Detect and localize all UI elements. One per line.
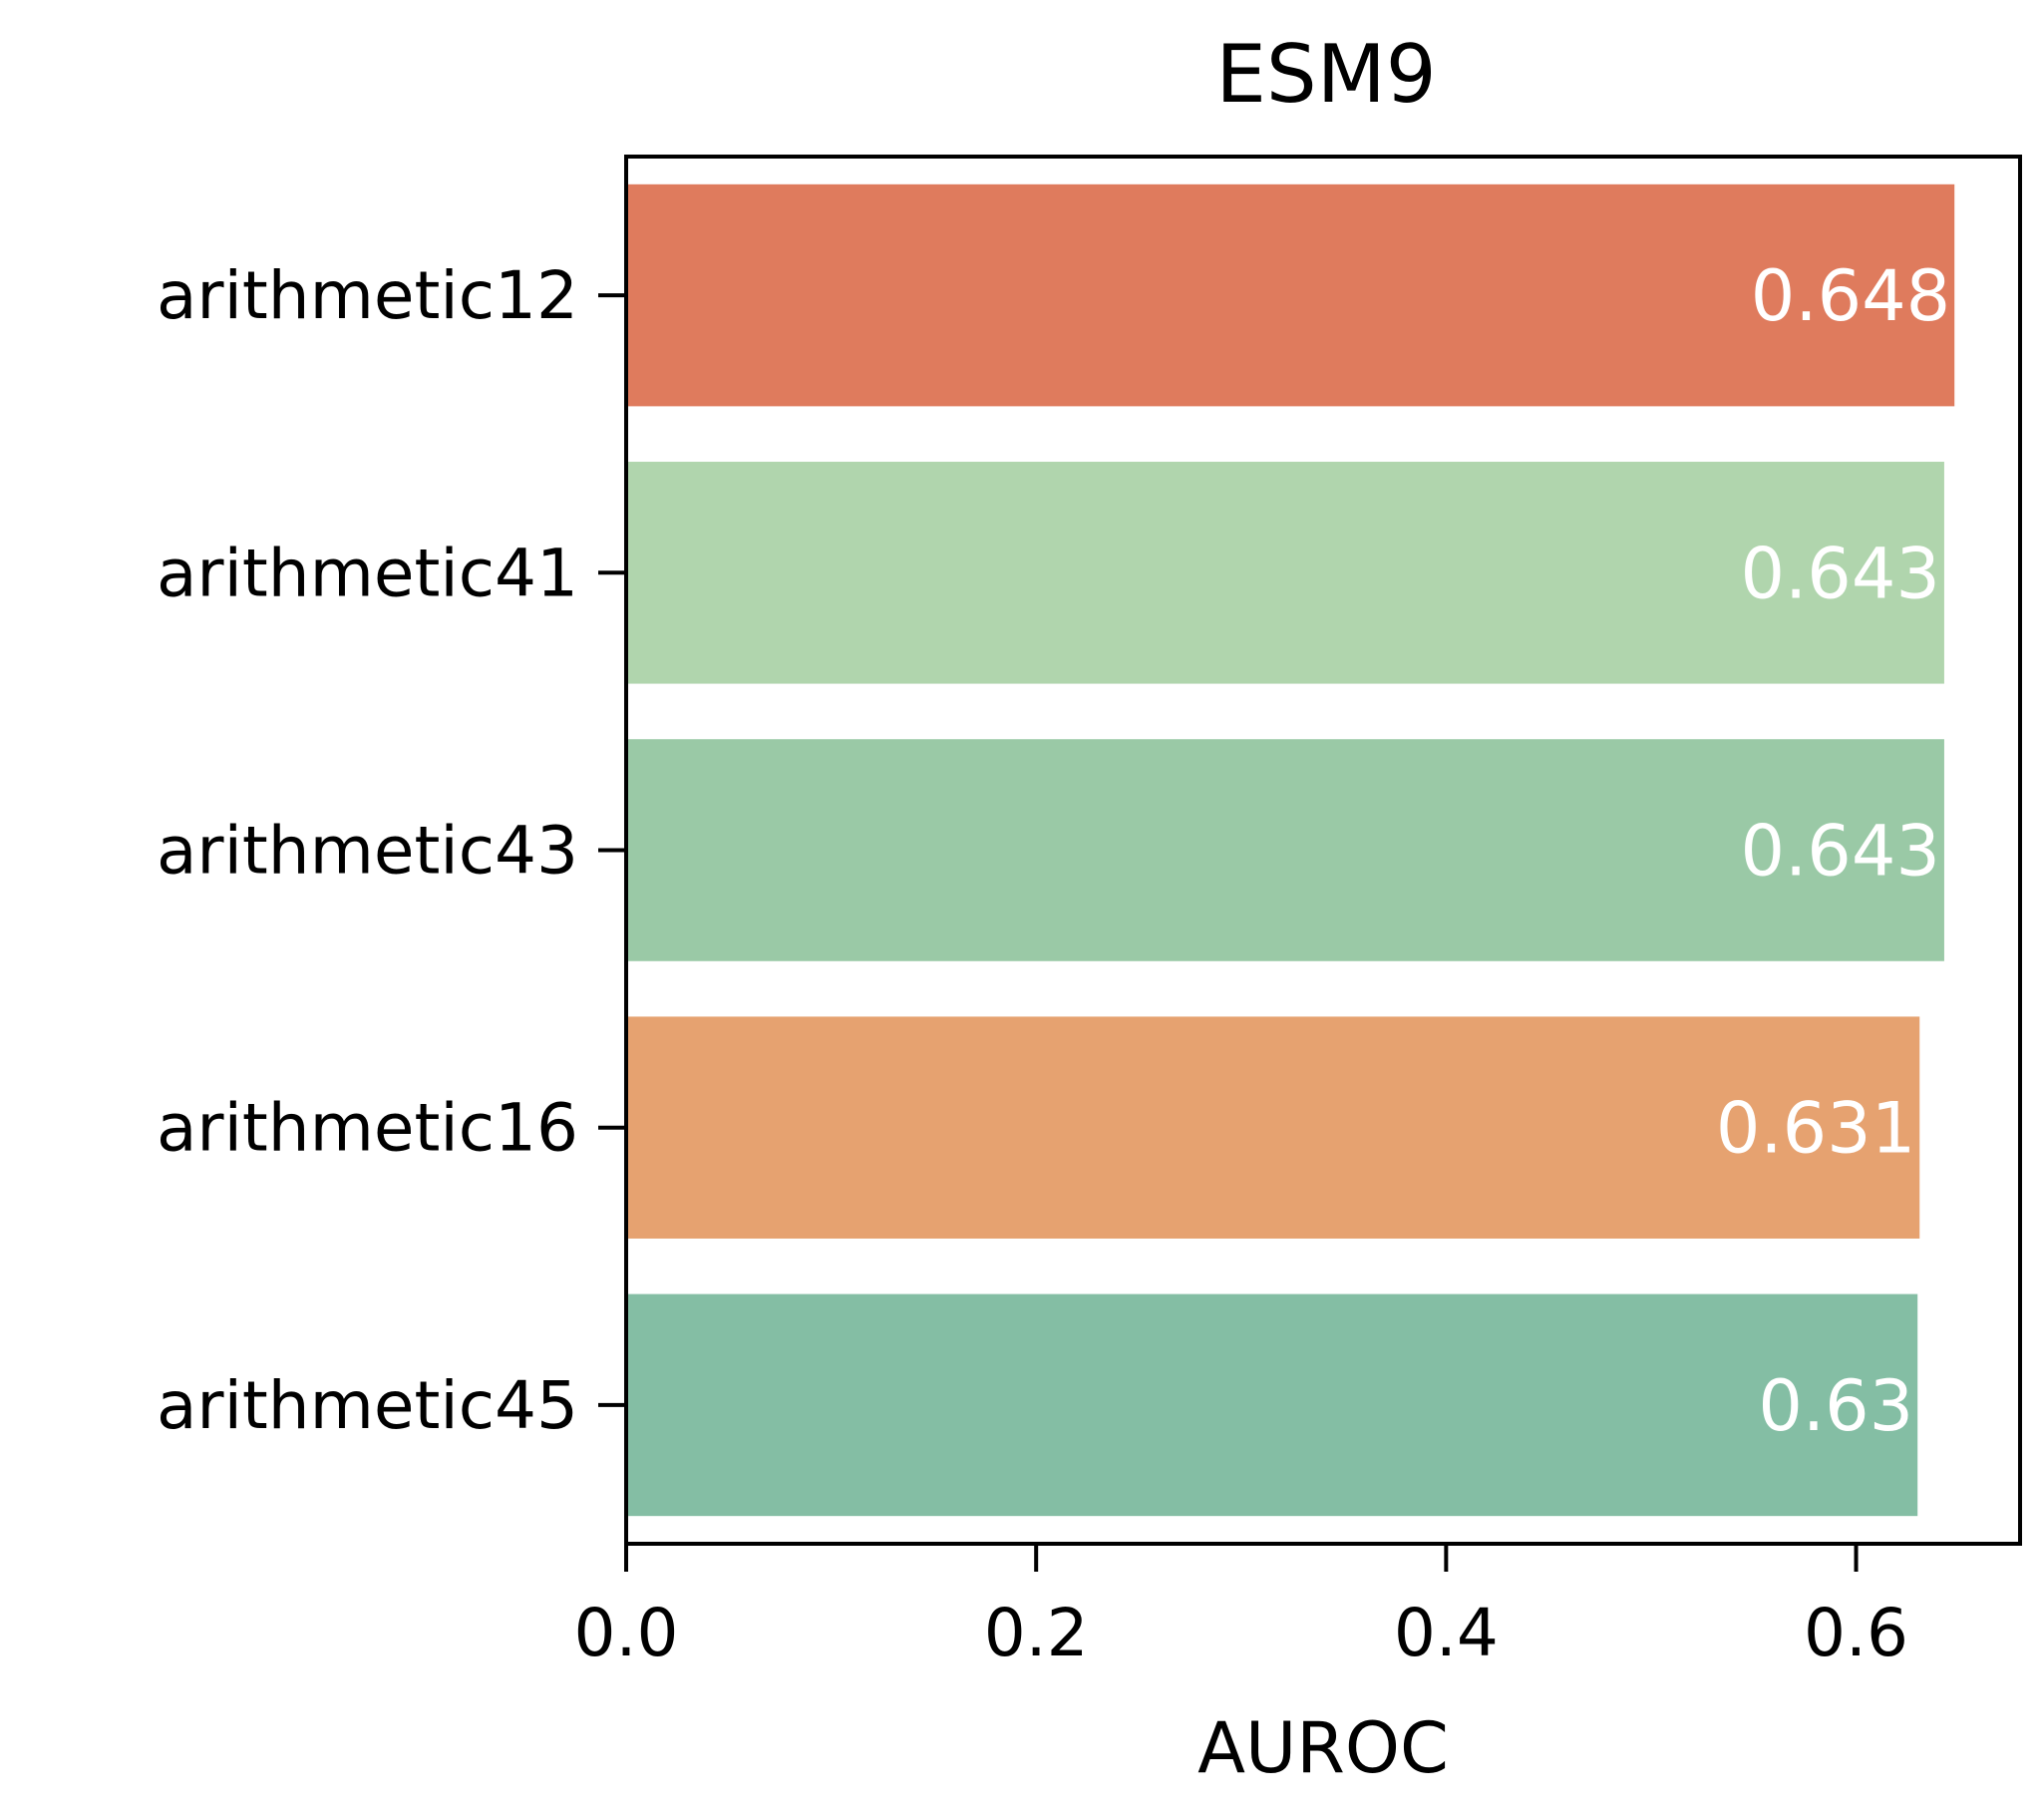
x-tick-label-0.6: 0.6 xyxy=(1804,1595,1908,1671)
y-tick-label-arithmetic43: arithmetic43 xyxy=(157,813,578,890)
y-tick-label-arithmetic12: arithmetic12 xyxy=(157,257,578,334)
plot-frame xyxy=(624,155,2022,1546)
value-label-arithmetic41: 0.643 xyxy=(1741,533,1940,614)
value-label-arithmetic45: 0.63 xyxy=(1758,1365,1913,1447)
value-labels-layer: 0.648 0.643 0.643 0.631 0.63 xyxy=(1716,255,1950,1447)
x-axis-title: AUROC xyxy=(1197,1707,1449,1789)
y-tick-label-arithmetic41: arithmetic41 xyxy=(157,535,578,611)
bars-layer xyxy=(626,183,1955,1517)
x-tick-label-0.2: 0.2 xyxy=(984,1595,1089,1671)
x-tick-label-0.0: 0.0 xyxy=(574,1595,679,1671)
bar-arithmetic43 xyxy=(626,739,1944,961)
chart-title: ESM9 xyxy=(1215,28,1436,121)
x-tick-label-0.4: 0.4 xyxy=(1394,1595,1499,1671)
value-label-arithmetic12: 0.648 xyxy=(1751,255,1950,337)
value-label-arithmetic43: 0.643 xyxy=(1741,811,1940,893)
value-label-arithmetic16: 0.631 xyxy=(1716,1088,1915,1170)
x-axis: 0.0 0.2 0.4 0.6 xyxy=(574,1544,1908,1671)
bar-arithmetic12 xyxy=(626,183,1955,407)
y-axis: arithmetic12 arithmetic41 arithmetic43 arit… xyxy=(157,257,626,1444)
y-tick-label-arithmetic45: arithmetic45 xyxy=(157,1367,578,1444)
bar-arithmetic41 xyxy=(626,462,1944,684)
bar-arithmetic45 xyxy=(626,1293,1918,1517)
bar-arithmetic16 xyxy=(626,1016,1920,1239)
y-tick-label-arithmetic16: arithmetic16 xyxy=(157,1090,578,1167)
